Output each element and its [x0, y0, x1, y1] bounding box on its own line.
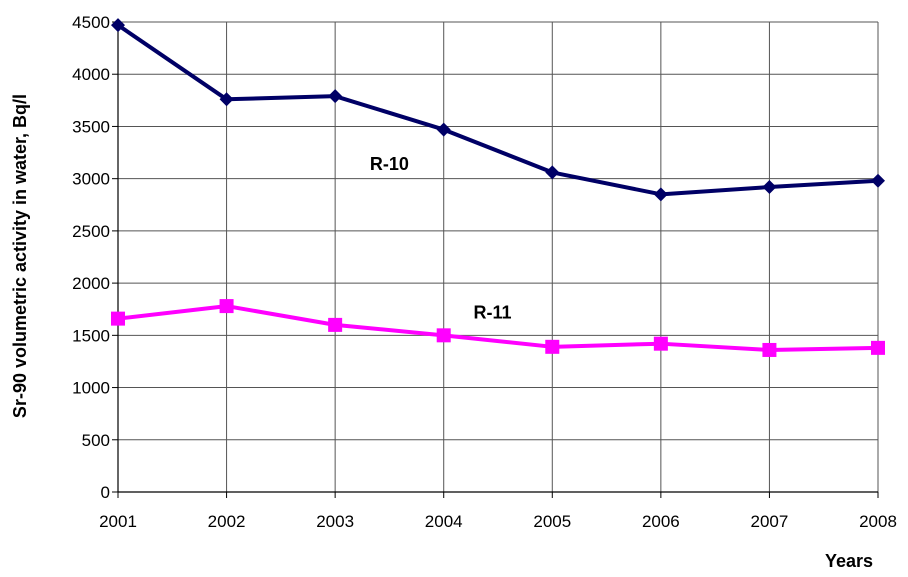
- y-tick-label: 0: [101, 483, 110, 502]
- y-tick-label: 3000: [72, 170, 110, 189]
- series-label-R-10: R-10: [370, 154, 409, 174]
- series-line-R-10: [116, 23, 879, 197]
- data-point-R-11: [762, 342, 777, 357]
- x-tick-label: 2002: [208, 512, 246, 531]
- data-point-R-10: [871, 173, 885, 188]
- data-point-R-11: [111, 311, 125, 326]
- x-tick-label: 2003: [316, 512, 354, 531]
- data-point-R-11: [219, 299, 234, 314]
- y-tick-label: 4500: [72, 13, 110, 32]
- data-point-R-10: [762, 180, 777, 195]
- x-tick-label: 2007: [751, 512, 789, 531]
- y-tick-label: 500: [82, 431, 110, 450]
- axes: [112, 21, 879, 498]
- data-point-R-11: [545, 339, 560, 354]
- y-tick-label: 1000: [72, 379, 110, 398]
- tick-labels: 0 500 1000 1500 2000 2500 3000 3500 4000 4500 2001…: [72, 13, 897, 531]
- y-tick-label: 2000: [72, 274, 110, 293]
- x-tick-label: 2001: [99, 512, 137, 531]
- series-label-R-11: R-11: [474, 303, 512, 323]
- x-tick-label: 2004: [425, 512, 463, 531]
- y-tick-label: 4000: [72, 65, 110, 84]
- data-point-R-11: [653, 336, 668, 351]
- x-tick-label: 2006: [642, 512, 680, 531]
- data-point-R-10: [545, 165, 560, 180]
- y-tick-label: 2500: [72, 222, 110, 241]
- data-point-R-10: [111, 18, 125, 33]
- data-point-R-11: [328, 317, 343, 332]
- y-axis-title: Sr-90 volumetric activity in water, Bq/l: [10, 94, 30, 418]
- data-point-R-10: [219, 92, 234, 107]
- data-point-R-10: [328, 89, 343, 104]
- series-lines: [111, 18, 885, 357]
- x-tick-label: 2008: [859, 512, 897, 531]
- series-line-R-11: [117, 304, 879, 352]
- data-point-R-11: [871, 340, 885, 355]
- data-point-R-10: [436, 122, 451, 137]
- data-point-R-11: [436, 328, 451, 343]
- y-tick-label: 1500: [72, 326, 110, 345]
- x-axis-title: Years: [825, 551, 873, 571]
- y-tick-label: 3500: [72, 117, 110, 136]
- gridlines: [118, 21, 879, 493]
- data-point-R-10: [653, 187, 668, 202]
- x-tick-label: 2005: [533, 512, 571, 531]
